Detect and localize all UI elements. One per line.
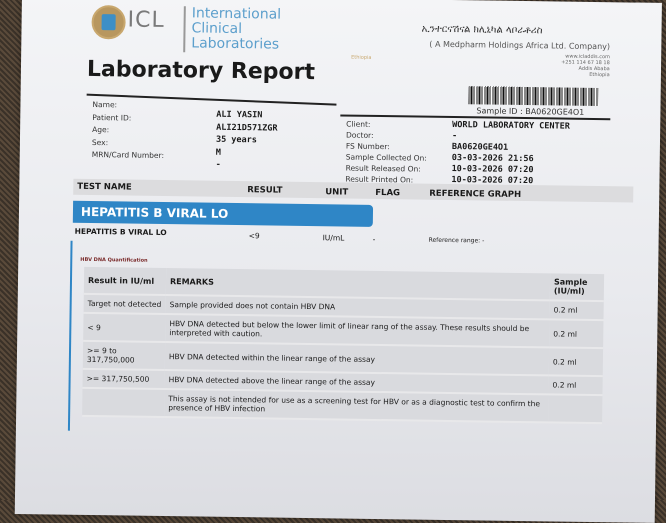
patient-id: ALI21D571ZGR: [216, 122, 278, 134]
lab-country: Ethiopia: [351, 54, 372, 61]
cell-disclaimer: This assay is not intended for use as a …: [164, 389, 549, 423]
label-patient-id: Patient ID:: [92, 112, 132, 123]
result-value: <9: [248, 231, 260, 241]
lab-name: International Clinical Laboratories: [191, 5, 281, 53]
result-row: HEPATITIS B VIRAL LO <9 IU/mL - Referenc…: [73, 226, 633, 245]
contact-line: Ethiopia: [589, 71, 610, 79]
label-sex: Sex:: [91, 137, 109, 147]
cell-range: < 9: [83, 312, 166, 343]
reference-range: Reference range: -: [428, 236, 485, 245]
result-flag: -: [372, 234, 376, 244]
table-row: This assay is not intended for use as a …: [82, 387, 603, 424]
cell-sample: [548, 394, 603, 424]
result-test-name: HEPATITIS B VIRAL LO: [74, 226, 167, 238]
cell-range: >= 317,750,500: [82, 368, 165, 390]
lab-name-line: Laboratories: [191, 35, 280, 53]
sample-id: Sample ID : BA0620GE4O1: [476, 106, 585, 117]
client: WORLD LABORATORY CENTER: [452, 120, 570, 132]
page-title: Laboratory Report: [86, 56, 316, 86]
patient-values: ALI YASIN ALI21D571ZGR 35 years M -: [216, 109, 278, 172]
patient-labels: Name: Patient ID: Age: Sex: MRN/Card Num…: [92, 99, 165, 163]
patient-sex: M: [215, 147, 222, 158]
order-labels: Client: Doctor: FS Number: Sample Collec…: [345, 119, 427, 186]
label-age: Age:: [92, 124, 110, 135]
cell-range: Target not detected: [83, 293, 166, 315]
cell-range: [82, 387, 165, 418]
patient-age: 35 years: [215, 134, 258, 146]
cell-sample: 0.2 ml: [549, 319, 604, 349]
col-unit: UNIT: [325, 187, 349, 198]
accent-line: [67, 240, 73, 431]
col-result: RESULT: [247, 185, 283, 196]
label-name: Name:: [92, 99, 118, 110]
col-test-name: TEST NAME: [77, 181, 132, 193]
icl-logo-icon: [91, 4, 126, 40]
quant-title: HBV DNA Quantification: [80, 256, 148, 264]
col-reference-graph: REFERENCE GRAPH: [429, 188, 522, 200]
cell-sample: 0.2 ml: [549, 300, 604, 321]
logo-divider: [183, 6, 186, 53]
patient-mrn: -: [215, 159, 221, 170]
col-flag: FLAG: [375, 187, 401, 199]
order-values: WORLD LABORATORY CENTER - BA0620GE4O1 03…: [451, 120, 570, 188]
company-note: ( A Medpharm Holdings Africa Ltd. Compan…: [429, 39, 611, 52]
contact-info: www.icladdis.com +251 114 67 18 18 Addis…: [561, 54, 610, 79]
label-mrn: MRN/Card Number:: [91, 149, 165, 160]
cell-sample: 0.2 ml: [548, 347, 604, 377]
result-unit: IU/mL: [322, 233, 345, 243]
panel-title: HEPATITIS B VIRAL LO: [72, 200, 374, 227]
amharic-name: ኢንተርናሽናል ክሊኒካል ላቦራቶሪስ: [421, 23, 543, 37]
patient-name: ALI YASIN: [216, 109, 263, 121]
lab-report-paper: ICL International Clinical Laboratories …: [14, 0, 662, 523]
barcode: [468, 86, 599, 107]
hbv-quant-table: Result in IU/ml REMARKS Sample (IU/ml) T…: [82, 266, 605, 424]
cell-range: >= 9 to 317,750,000: [82, 340, 166, 371]
logo-text: ICL: [127, 7, 165, 33]
header-sample: Sample (IU/ml): [549, 273, 605, 302]
header-result: Result in IU/ml: [83, 266, 167, 296]
cell-sample: 0.2 ml: [548, 375, 603, 396]
